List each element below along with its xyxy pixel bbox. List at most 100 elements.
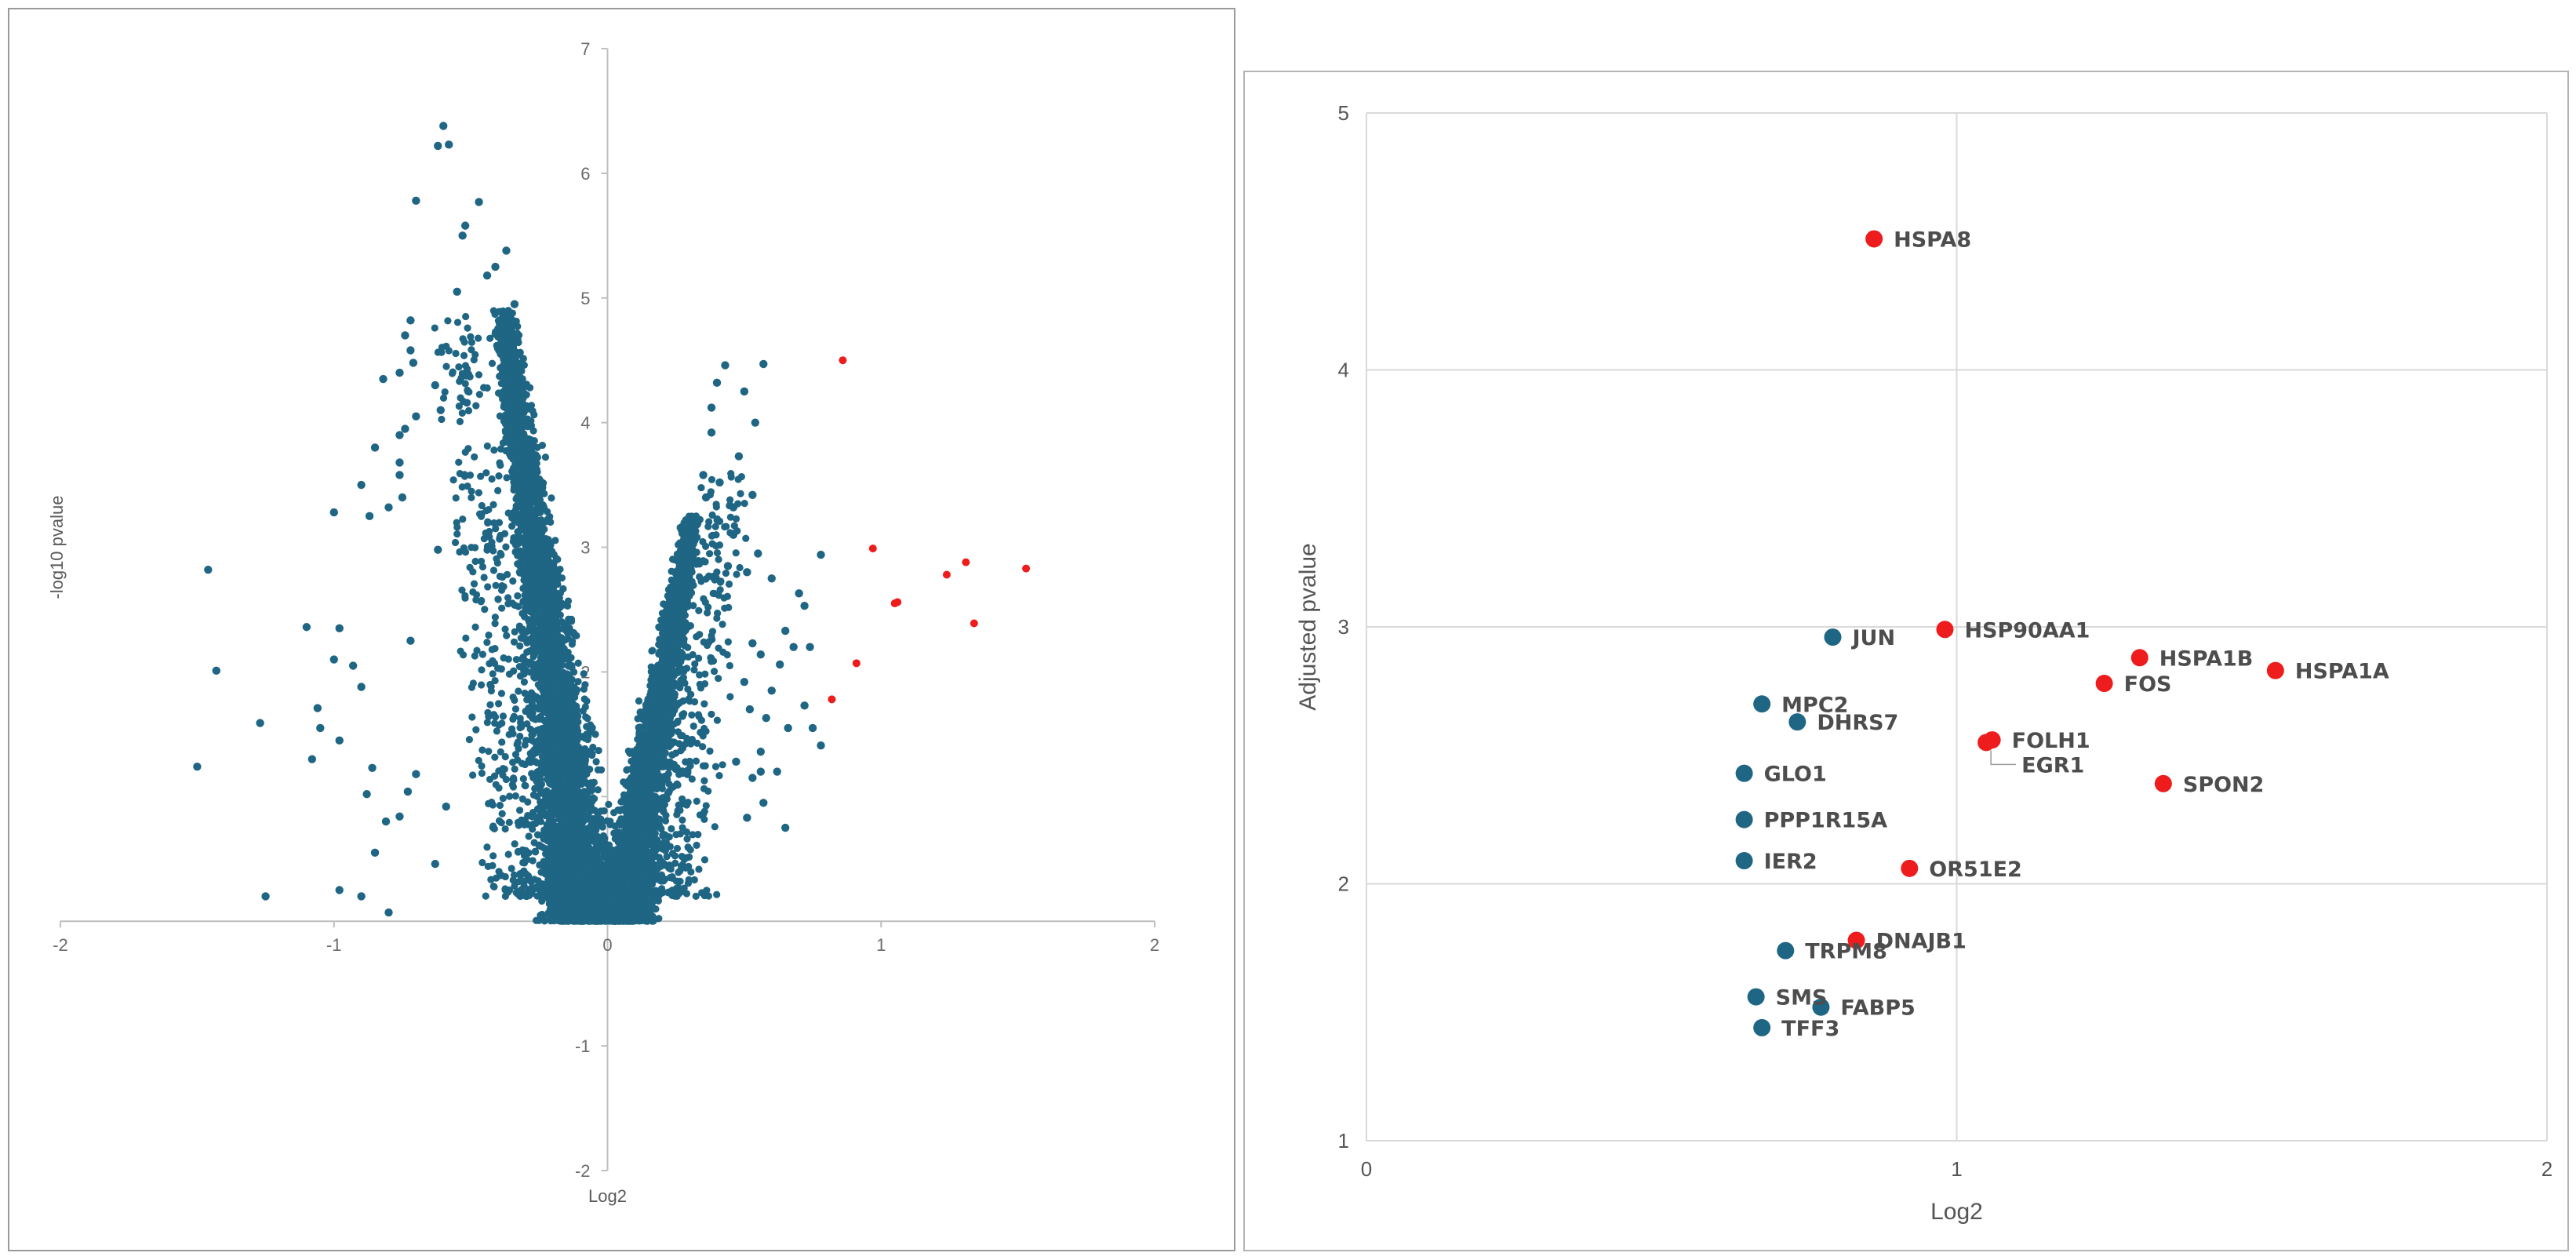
left-arm-point bbox=[573, 914, 580, 922]
left-arm-point bbox=[571, 823, 579, 831]
left-arm-point bbox=[576, 890, 584, 898]
left-arm-point bbox=[577, 869, 585, 876]
left-arm-point bbox=[588, 723, 596, 732]
left-arm-point bbox=[516, 642, 524, 650]
left-arm-point bbox=[584, 906, 592, 914]
left-arm-point bbox=[511, 483, 518, 490]
left-arm-point bbox=[551, 651, 558, 660]
left-arm-point bbox=[516, 468, 524, 475]
left-arm-point bbox=[558, 827, 566, 835]
left-arm-point bbox=[569, 637, 577, 646]
left-arm-point bbox=[583, 697, 591, 705]
left-arm-point bbox=[534, 561, 542, 569]
left-arm-point bbox=[547, 917, 555, 925]
y-tick-label: 3 bbox=[580, 538, 590, 558]
left-arm-point bbox=[558, 574, 566, 582]
left-arm-point bbox=[523, 566, 531, 574]
y-tick-label: -1 bbox=[575, 1036, 591, 1056]
left-arm-point bbox=[526, 384, 534, 391]
left-arm-point bbox=[515, 406, 522, 414]
left-arm-point bbox=[518, 492, 526, 500]
left-arm-point bbox=[511, 508, 519, 515]
left-arm-point bbox=[561, 636, 569, 644]
left-arm-point bbox=[572, 735, 580, 743]
left-arm-point bbox=[591, 839, 599, 847]
left-arm-point bbox=[584, 714, 591, 723]
left-arm-point bbox=[541, 545, 549, 554]
left-arm-point bbox=[541, 625, 549, 633]
left-arm-point bbox=[549, 671, 558, 679]
left-arm-point bbox=[522, 475, 529, 483]
left-arm-point bbox=[501, 411, 510, 419]
left-arm-point bbox=[529, 748, 537, 756]
left-arm-point bbox=[554, 555, 562, 563]
left-arm-point bbox=[584, 825, 592, 832]
left-arm-point bbox=[594, 786, 602, 794]
left-arm-point bbox=[548, 829, 556, 837]
left-arm-point bbox=[573, 723, 580, 731]
left-arm-point bbox=[555, 632, 562, 640]
y-tick-label: -2 bbox=[575, 1161, 591, 1181]
left-arm-point bbox=[595, 746, 602, 755]
left-arm-point bbox=[522, 597, 531, 605]
left-arm-point bbox=[580, 878, 589, 886]
left-arm-point bbox=[570, 741, 578, 750]
left-arm-point bbox=[579, 835, 587, 843]
left-arm-point bbox=[548, 718, 556, 726]
left-arm-point bbox=[562, 750, 570, 758]
volcano-axes bbox=[60, 48, 1155, 1171]
left-arm-point bbox=[514, 592, 522, 600]
left-arm-point bbox=[565, 683, 573, 690]
left-arm-point bbox=[522, 628, 529, 637]
left-arm-point bbox=[581, 857, 589, 865]
left-arm-point bbox=[512, 317, 520, 326]
y-tick-label: 4 bbox=[580, 413, 590, 433]
left-arm-point bbox=[601, 835, 609, 843]
left-arm-point bbox=[549, 805, 557, 813]
left-arm-point bbox=[529, 497, 538, 505]
left-arm-point bbox=[564, 597, 573, 605]
left-arm-point bbox=[592, 758, 600, 766]
left-arm-point bbox=[536, 646, 544, 654]
left-arm-point bbox=[569, 777, 577, 785]
left-arm-point bbox=[580, 774, 588, 781]
left-arm-point bbox=[568, 834, 576, 842]
left-arm-point bbox=[503, 474, 511, 482]
left-arm-point bbox=[564, 719, 572, 727]
left-arm-point bbox=[519, 355, 527, 362]
left-arm-point bbox=[551, 537, 559, 544]
left-arm-point bbox=[553, 662, 561, 670]
left-arm-point bbox=[580, 813, 588, 821]
left-arm-point bbox=[522, 402, 530, 410]
left-arm-point bbox=[516, 449, 524, 457]
left-arm-point bbox=[515, 568, 523, 576]
left-arm-point bbox=[534, 606, 542, 614]
left-arm-point bbox=[521, 540, 529, 548]
left-arm-point bbox=[547, 662, 555, 670]
left-arm-point bbox=[511, 434, 519, 442]
left-arm-point bbox=[513, 330, 522, 337]
left-arm-point bbox=[505, 429, 514, 438]
y-tick-label: 5 bbox=[580, 289, 590, 308]
left-arm-point bbox=[523, 696, 531, 704]
left-arm-point bbox=[586, 796, 594, 804]
y-tick-label: 6 bbox=[580, 164, 590, 184]
left-arm-point bbox=[574, 876, 582, 883]
left-arm-point bbox=[514, 395, 522, 403]
left-arm-point bbox=[589, 743, 597, 752]
left-arm-point bbox=[544, 643, 553, 651]
left-arm-point bbox=[548, 571, 555, 579]
left-arm-point bbox=[591, 831, 599, 839]
left-arm-point bbox=[530, 637, 538, 646]
left-arm-point bbox=[538, 489, 547, 497]
left-arm-point bbox=[577, 790, 584, 799]
left-arm-point bbox=[527, 605, 536, 614]
left-arm-point bbox=[555, 595, 562, 603]
left-arm-point bbox=[530, 631, 539, 639]
left-arm-point bbox=[557, 674, 565, 682]
left-arm-point bbox=[506, 350, 514, 358]
left-arm-point bbox=[528, 518, 536, 526]
left-arm-point bbox=[573, 686, 581, 694]
left-arm-point bbox=[543, 588, 551, 595]
